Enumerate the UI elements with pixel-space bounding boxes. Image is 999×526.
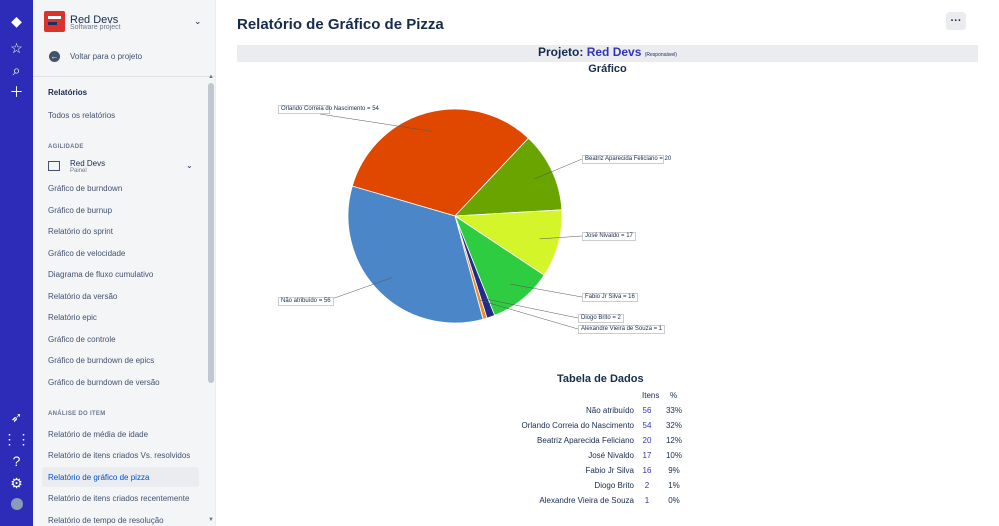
sidebar-item[interactable]: Relatório do sprint [48,227,113,236]
pie-label: Beatriz Aparecida Feliciano = 20 [582,155,671,164]
board-name[interactable]: Red Devs [70,159,106,168]
table-row-value[interactable]: 20 [642,436,652,445]
avatar[interactable] [0,493,33,515]
pie-slice[interactable] [454,137,563,217]
pie-label: Orlando Correia do Nascimento = 54 [278,105,379,114]
sidebar-item[interactable]: Relatório de itens criados recentemente [48,494,190,503]
scroll-up-icon[interactable]: ▲ [208,74,214,80]
sidebar-item-selected-bg [42,467,199,487]
pie-leader-line [534,158,583,180]
table-row-value[interactable]: 1 [644,496,650,505]
project-name[interactable]: Red Devs [70,14,119,26]
agility-heading: AGILIDADE [48,144,84,150]
project-link[interactable]: Red Devs [586,45,642,59]
sidebar-item[interactable]: Gráfico de burndown de versão [48,378,160,387]
board-sub: Painel [70,168,87,174]
table-row-pct: 9% [668,466,680,475]
sidebar-item[interactable]: Relatório de itens criados Vs. resolvido… [48,451,191,460]
more-actions-button[interactable]: ··· [946,12,966,30]
table-row-pct: 33% [665,406,682,415]
table-row-name: Não atribuído [585,406,634,415]
apps-icon[interactable]: ⋮⋮ [2,430,31,447]
project-role: (Responsável) [644,52,677,58]
table-row-pct: 0% [668,496,680,505]
table-row-value[interactable]: 56 [642,406,652,415]
sidebar-scrollbar[interactable] [208,83,214,383]
scroll-down-icon[interactable]: ▼ [208,517,214,523]
col-pct-header: % [670,391,678,400]
pie-leader-line [484,298,579,319]
pie-leader-line [510,283,583,298]
sidebar-item[interactable]: Diagrama de fluxo cumulativo [48,270,154,279]
pie-leader-line [319,113,432,132]
divider [33,76,215,77]
pie-label: José Nivaldo = 17 [582,232,636,241]
search-icon[interactable]: ⌕ [12,61,21,78]
reports-heading: Relatórios [48,88,88,97]
sidebar-item[interactable]: Gráfico de velocidade [48,249,126,258]
table-row-pct: 10% [665,451,682,460]
table-row-value[interactable]: 2 [644,481,650,490]
table-row-name: José Nivaldo [588,451,634,460]
page-title: Relatório de Gráfico de Pizza [237,16,444,33]
sidebar-item[interactable]: Gráfico de burndown de epics [48,356,155,365]
table-row-value[interactable]: 17 [642,451,652,460]
board-icon [48,161,60,171]
pie-label: Fabio Jr Silva = 16 [582,293,638,302]
pie-label: Não atribuído = 56 [278,297,334,306]
table-row-value[interactable]: 54 [642,421,652,430]
pie-leader-line [479,299,579,330]
pie-slice[interactable] [351,108,529,217]
global-nav: ◆ ☆ ⌕ ＋ ➶ ⋮⋮ ? ⚙ [0,0,33,526]
pie-slice[interactable] [347,185,484,324]
rocket-icon[interactable]: ➶ [10,408,23,425]
col-items-header: Itens [642,391,660,400]
project-label: Projeto: [538,45,584,59]
sidebar-item[interactable]: Gráfico de burndown [48,184,123,193]
sidebar-item[interactable]: Relatório epic [48,313,97,322]
back-to-project-link[interactable]: Voltar para o projeto [70,52,143,61]
settings-icon[interactable]: ⚙ [10,474,23,491]
back-arrow-icon[interactable]: ← [49,51,60,62]
help-icon[interactable]: ? [12,453,21,469]
sidebar-item[interactable]: Relatório de média de idade [48,430,149,439]
sidebar-item-active[interactable]: Relatório de gráfico de pizza [48,473,150,482]
sidebar-item[interactable]: Gráfico de burnup [48,206,113,215]
jira-logo-icon[interactable]: ◆ [11,12,22,29]
pie-label: Alexandre Vieira de Souza = 1 [578,325,666,334]
project-header: Projeto: Red Devs (Responsável) [237,45,978,62]
table-row-pct: 1% [668,481,680,490]
chevron-down-icon[interactable]: ⌄ [194,16,202,26]
table-row-pct: 12% [665,436,682,445]
table-row-pct: 32% [665,421,682,430]
sidebar-item[interactable]: Gráfico de controle [48,335,116,344]
pie-chart [319,108,583,330]
project-avatar-icon [44,11,65,32]
table-row-value[interactable]: 16 [642,466,652,475]
table-title: Tabela de Dados [557,373,644,385]
chevron-down-icon[interactable]: ⌄ [186,161,193,170]
all-reports-link[interactable]: Todos os relatórios [48,111,116,120]
table-row-name: Fabio Jr Silva [585,466,634,475]
table-row-name: Alexandre Vieira de Souza [539,496,634,505]
analysis-heading: ANÁLISE DO ITEM [48,411,106,417]
main-content: Relatório de Gráfico de Pizza ··· Projet… [216,0,999,526]
sidebar-item[interactable]: Relatório da versão [48,292,118,301]
table-row-name: Beatriz Aparecida Feliciano [537,436,634,445]
table-row-name: Orlando Correia do Nascimento [521,421,635,430]
project-type: Software project [70,24,121,31]
pie-leader-line [539,235,583,240]
project-sidebar: Red Devs Software project ⌄ ← Voltar par… [33,0,216,526]
star-icon[interactable]: ☆ [10,39,23,56]
sidebar-item[interactable]: Relatório de tempo de resolução [48,516,164,525]
chart-title: Gráfico [588,63,627,75]
table-row-name: Diogo Brito [594,481,634,490]
pie-leader-line [325,277,393,302]
create-icon[interactable]: ＋ [9,84,24,100]
pie-label: Diogo Brito = 2 [578,314,624,323]
